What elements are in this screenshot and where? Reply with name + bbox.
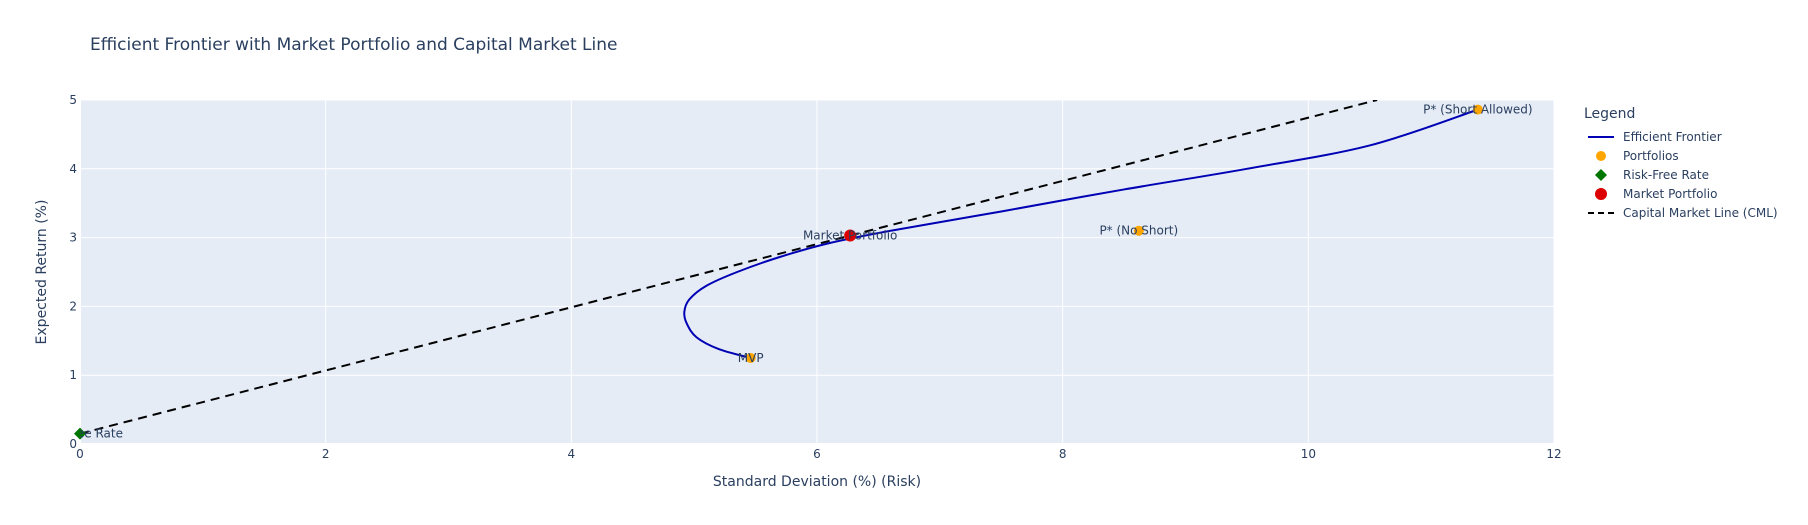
capital-market-line-cml-line	[80, 100, 1378, 435]
risk-free-rate-marker	[74, 427, 86, 440]
p-no-short-marker	[1133, 225, 1144, 236]
y-tick-label: 0	[69, 437, 77, 451]
x-tick-label: 10	[1301, 447, 1316, 461]
legend-item-portfolios: Portfolios	[1596, 149, 1679, 163]
p-short-allowed-label: P* (Short Allowed)	[1423, 103, 1532, 117]
legend-label-risk-free-rate: Risk-Free Rate	[1623, 168, 1709, 182]
y-tick-label: 3	[69, 231, 77, 245]
legend-item-risk-free-rate: Risk-Free Rate	[1595, 168, 1709, 182]
x-tick-label: 12	[1546, 447, 1561, 461]
series-layer	[80, 100, 1479, 435]
legend-label-market-portfolio: Market Portfolio	[1623, 187, 1717, 201]
legend-item-capital-market-line-cml: Capital Market Line (CML)	[1588, 206, 1778, 220]
p-short-allowed-marker	[1472, 104, 1483, 115]
x-tick-label: 2	[322, 447, 330, 461]
y-tick-label: 5	[69, 93, 77, 107]
x-tick-label: 6	[813, 447, 821, 461]
y-axis-label: Expected Return (%)	[34, 200, 50, 345]
legend-item-market-portfolio: Market Portfolio	[1595, 187, 1717, 201]
efficient-frontier-line	[683, 108, 1479, 359]
legend: Legend Efficient Frontier Portfolios Risk-…	[1584, 106, 1778, 220]
market-portfolio-marker	[844, 229, 857, 242]
p-no-short-label: P* (No Short)	[1099, 224, 1178, 238]
legend-label-capital-market-line-cml: Capital Market Line (CML)	[1623, 206, 1778, 220]
legend-item-efficient-frontier: Efficient Frontier	[1588, 130, 1722, 144]
legend-swatch-risk-free-rate	[1595, 169, 1607, 181]
y-tick-label: 2	[69, 299, 77, 313]
mvp-label: MVP	[738, 351, 764, 365]
mvp-marker	[745, 353, 756, 363]
point-labels: MVP P* (No Short) P* (Short Allowed) Risk-F…	[37, 103, 1533, 441]
x-axis-label: Standard Deviation (%) (Risk)	[713, 474, 921, 490]
y-tick-label: 4	[69, 162, 77, 176]
x-tick-label: 0	[76, 447, 84, 461]
chart-title: Efficient Frontier with Market Portfolio…	[90, 35, 617, 55]
legend-label-portfolios: Portfolios	[1623, 149, 1679, 163]
marker-layer	[74, 104, 1483, 440]
x-tick-label: 8	[1059, 447, 1067, 461]
legend-label-efficient-frontier: Efficient Frontier	[1623, 130, 1722, 144]
legend-swatch-portfolios	[1596, 151, 1606, 161]
legend-title: Legend	[1584, 106, 1635, 122]
gridlines	[79, 99, 1555, 445]
market-portfolio-label: Market Portfolio	[803, 229, 897, 243]
risk-free-rate-label: Risk-Free Rate	[37, 427, 123, 441]
legend-swatch-market-portfolio	[1595, 188, 1607, 200]
y-tick-label: 1	[69, 368, 77, 382]
x-tick-label: 4	[568, 447, 576, 461]
